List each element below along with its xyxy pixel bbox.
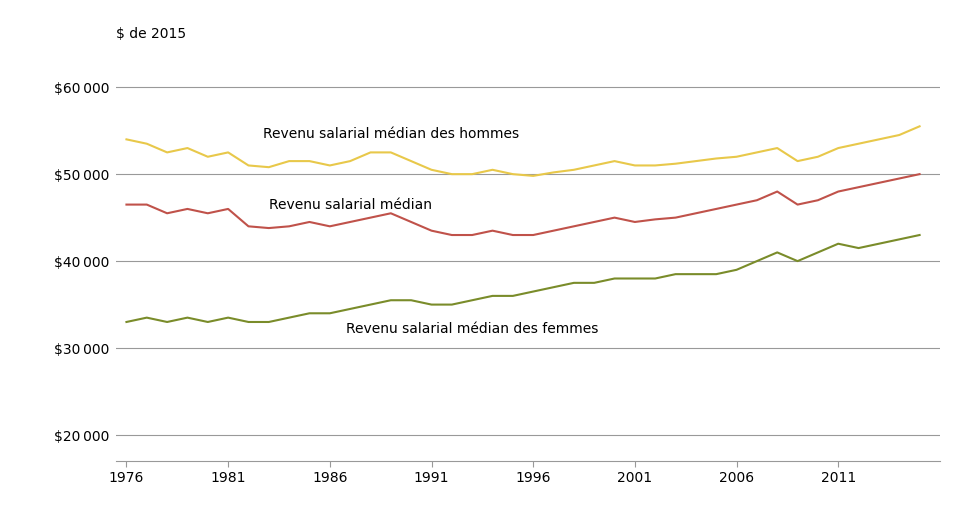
Text: Revenu salarial médian: Revenu salarial médian — [268, 198, 431, 212]
Text: Revenu salarial médian des hommes: Revenu salarial médian des hommes — [263, 127, 518, 141]
Text: Revenu salarial médian des femmes: Revenu salarial médian des femmes — [346, 322, 599, 336]
Text: $ de 2015: $ de 2015 — [116, 27, 186, 41]
